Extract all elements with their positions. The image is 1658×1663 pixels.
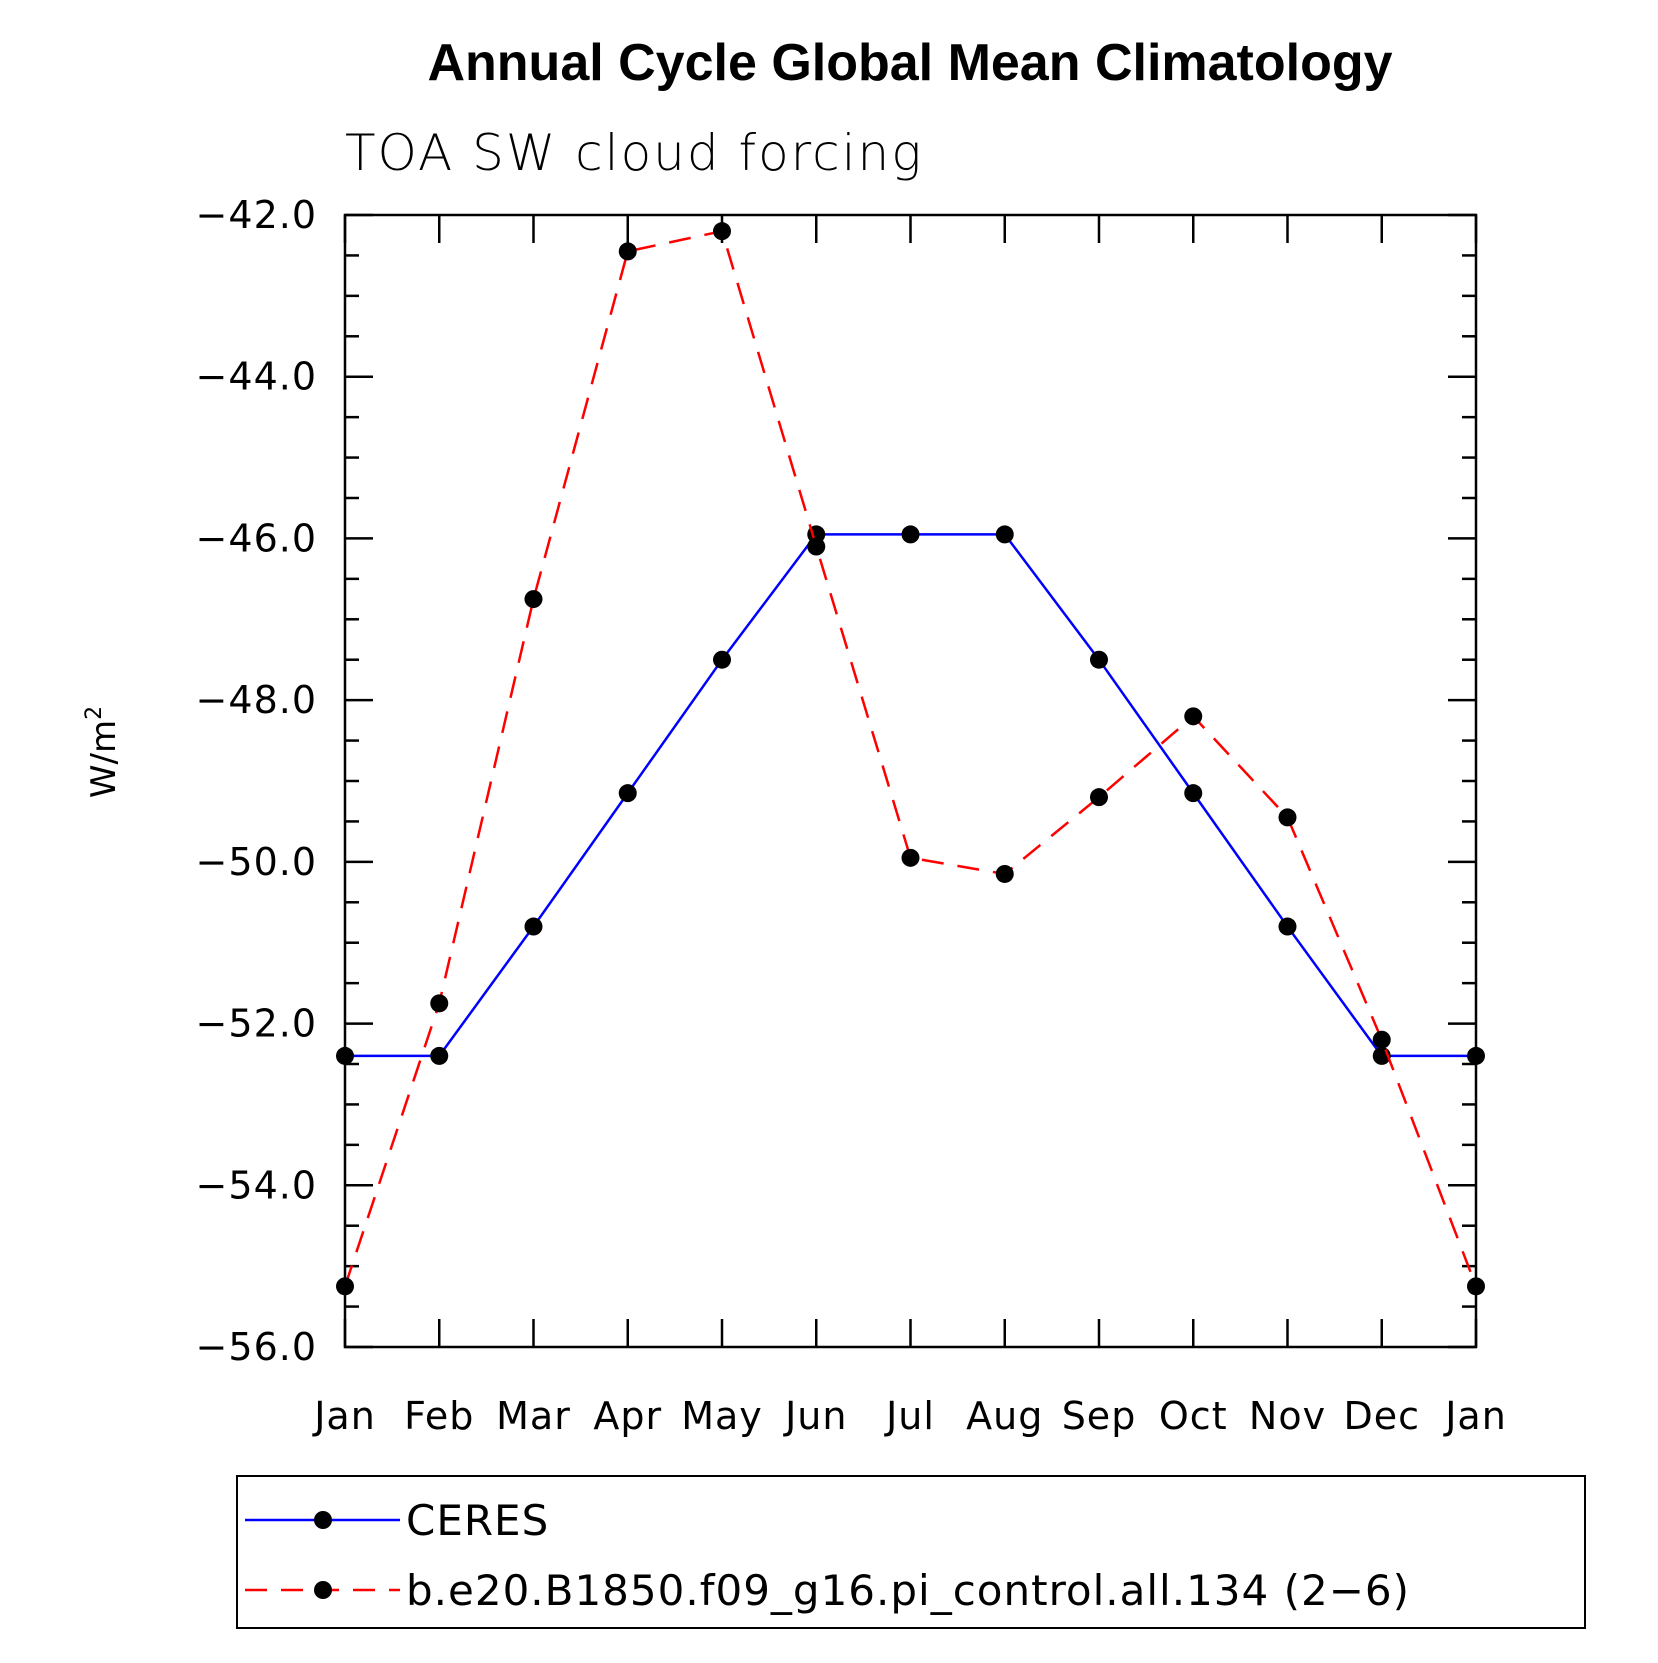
x-tick-label: Jan bbox=[1443, 1394, 1507, 1438]
data-point bbox=[1090, 788, 1108, 807]
data-point bbox=[1090, 650, 1108, 669]
y-axis-label-base: W/m bbox=[84, 720, 124, 798]
x-tick-label: Mar bbox=[496, 1394, 571, 1438]
data-point bbox=[430, 1046, 449, 1065]
legend: CERES b.e20.B1850.f09_g16.pi_control.all.… bbox=[236, 1475, 1586, 1629]
legend-marker bbox=[314, 1581, 332, 1599]
legend-box bbox=[236, 1475, 1586, 1629]
data-point bbox=[336, 1046, 354, 1065]
data-point bbox=[1278, 917, 1297, 936]
data-point bbox=[1278, 808, 1297, 827]
series-line-1 bbox=[343, 229, 1478, 1287]
data-point bbox=[1372, 1030, 1391, 1049]
legend-marker bbox=[314, 1511, 332, 1529]
data-point bbox=[807, 537, 826, 556]
y-tick-label: −46.0 bbox=[196, 516, 317, 560]
x-tick-label: Jun bbox=[783, 1394, 847, 1438]
axes: −42.0 −44.0 −46.0 −48.0 −50.0 −52.0 −54.0 −56.0… bbox=[196, 193, 1507, 1438]
x-tick-label: Feb bbox=[404, 1394, 474, 1438]
data-point bbox=[430, 994, 449, 1013]
y-axis-label-superscript: 2 bbox=[82, 706, 107, 720]
x-tick-label: Sep bbox=[1062, 1394, 1137, 1438]
data-point bbox=[713, 650, 731, 669]
data-point bbox=[336, 1277, 354, 1296]
x-tick-label: Aug bbox=[966, 1394, 1043, 1438]
y-tick-label: −56.0 bbox=[196, 1325, 317, 1369]
y-tick-label: −54.0 bbox=[196, 1163, 317, 1207]
plot-frame bbox=[343, 213, 1478, 1349]
chart-subtitle: TOA SW cloud forcing bbox=[345, 124, 923, 182]
y-tick-label: −42.0 bbox=[196, 193, 317, 237]
y-tick-label: −48.0 bbox=[196, 678, 317, 722]
x-tick-label: May bbox=[681, 1394, 763, 1438]
x-tick-label: Nov bbox=[1249, 1394, 1326, 1438]
data-point bbox=[1467, 1046, 1485, 1065]
series-line-0 bbox=[345, 533, 1476, 1058]
legend-label: CERES bbox=[406, 1496, 549, 1545]
chart-title: Annual Cycle Global Mean Climatology bbox=[427, 34, 1392, 92]
x-tick-label: Jan bbox=[312, 1394, 376, 1438]
y-axis-label: W/m2 bbox=[82, 706, 124, 798]
y-tick-label: −50.0 bbox=[196, 840, 317, 884]
data-point bbox=[1184, 707, 1203, 726]
x-tick-label: Oct bbox=[1159, 1394, 1228, 1438]
data-point bbox=[1184, 784, 1203, 803]
data-point bbox=[901, 525, 920, 544]
y-tick-label: −52.0 bbox=[196, 1002, 317, 1046]
x-tick-label: Dec bbox=[1343, 1394, 1420, 1438]
data-point bbox=[618, 784, 637, 803]
data-point bbox=[995, 864, 1014, 883]
legend-label: b.e20.B1850.f09_g16.pi_control.all.134 (… bbox=[406, 1566, 1410, 1615]
data-point bbox=[901, 848, 920, 867]
y-tick-label: −44.0 bbox=[196, 355, 317, 399]
x-tick-label: Apr bbox=[593, 1394, 662, 1438]
data-point bbox=[618, 242, 637, 261]
data-point bbox=[995, 525, 1014, 544]
data-point bbox=[524, 590, 543, 609]
x-tick-label: Jul bbox=[884, 1394, 935, 1438]
data-point bbox=[524, 917, 543, 936]
data-point bbox=[1467, 1277, 1485, 1296]
data-point bbox=[713, 222, 731, 241]
series-group bbox=[336, 222, 1485, 1296]
